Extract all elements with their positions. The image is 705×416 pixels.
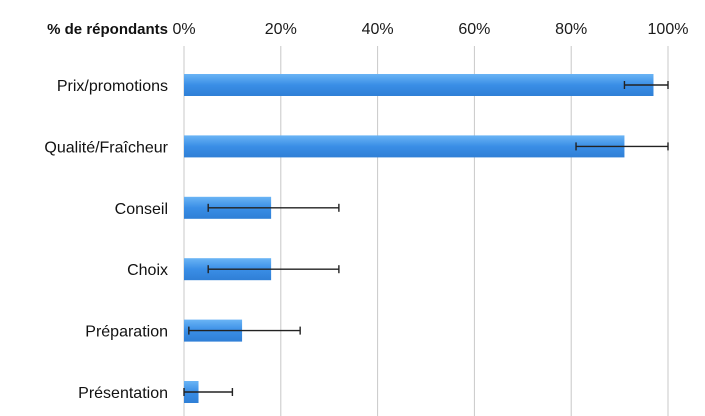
x-tick-labels: 0% 20% 40% 60% 80% 100% [172,21,688,38]
error-bar [575,142,669,151]
bar [184,135,625,158]
grid [183,46,669,416]
category-label: Choix [127,262,168,279]
x-tick-label: 0% [172,21,195,38]
x-tick-label: 20% [265,21,297,38]
error-bar [207,203,340,212]
category-label: Prix/promotions [57,78,168,95]
error-bar [188,326,301,335]
x-tick-label: 100% [648,21,689,38]
x-tick-label: 40% [362,21,394,38]
error-bars [183,81,669,396]
category-labels: Prix/promotions Qualité/Fraîcheur Conseil C… [44,78,168,402]
category-label: Qualité/Fraîcheur [44,139,168,156]
category-label: Présentation [78,385,168,402]
x-tick-label: 60% [458,21,490,38]
bar [184,74,654,96]
axis-title: % de répondants [47,21,168,38]
error-bar [183,388,234,396]
bars [184,74,654,403]
error-bar [623,81,669,89]
category-label: Préparation [85,324,168,341]
category-label: Conseil [115,201,168,218]
error-bar [207,265,340,274]
x-tick-label: 80% [555,21,587,38]
